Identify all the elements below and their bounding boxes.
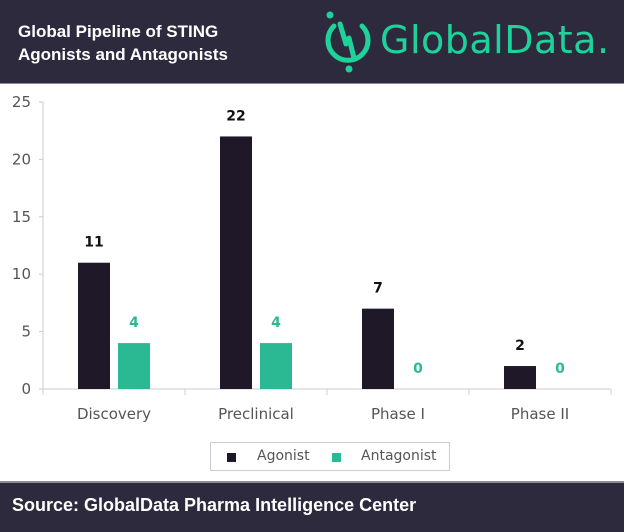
y-tick-label: 0	[21, 380, 31, 398]
data-label-antagonist: 0	[413, 361, 423, 377]
x-tick-label: Phase II	[511, 405, 569, 423]
title-line-2: Agonists and Antagonists	[18, 45, 228, 64]
y-tick-label: 20	[12, 150, 31, 168]
legend-swatch-antagonist	[332, 453, 341, 462]
chart-footer: Source: GlobalData Pharma Intelligence C…	[0, 481, 624, 532]
chart-title: Global Pipeline of STING Agonists and An…	[18, 20, 228, 66]
logo-text: GlobalData.	[380, 18, 610, 62]
bar-antagonist	[260, 343, 292, 389]
bars	[78, 136, 536, 389]
chart-header: Global Pipeline of STING Agonists and An…	[0, 0, 624, 84]
title-line-1: Global Pipeline of STING	[18, 22, 219, 41]
legend: Agonist Antagonist	[210, 442, 450, 471]
globaldata-logo-icon	[325, 11, 371, 73]
bar-agonist	[362, 308, 394, 389]
globaldata-logo: GlobalData.	[322, 10, 622, 74]
data-label-antagonist: 0	[555, 361, 565, 377]
x-tick-label: Discovery	[77, 405, 151, 423]
data-label-agonist: 2	[515, 338, 525, 354]
bar-agonist	[78, 262, 110, 389]
source-text: Source: GlobalData Pharma Intelligence C…	[12, 495, 417, 515]
data-label-agonist: 7	[373, 281, 383, 297]
y-tick-label: 25	[12, 93, 31, 111]
data-label-antagonist: 4	[271, 315, 281, 331]
y-tick-label: 5	[21, 323, 31, 341]
legend-label-antagonist: Antagonist	[361, 448, 437, 464]
x-tick-label: Phase I	[371, 405, 425, 423]
data-label-antagonist: 4	[129, 315, 139, 331]
bar-antagonist	[118, 343, 150, 389]
y-tick-label: 15	[12, 208, 31, 226]
x-tick-label: Preclinical	[218, 405, 294, 423]
bar-agonist	[504, 366, 536, 389]
legend-label-agonist: Agonist	[257, 448, 310, 464]
labels: 11 22 7 2 4 4 0 0	[84, 108, 565, 377]
data-label-agonist: 22	[226, 108, 245, 124]
bar-agonist	[220, 136, 252, 389]
data-label-agonist: 11	[84, 235, 103, 251]
y-tick-label: 10	[12, 265, 31, 283]
legend-swatch-agonist	[227, 453, 236, 462]
